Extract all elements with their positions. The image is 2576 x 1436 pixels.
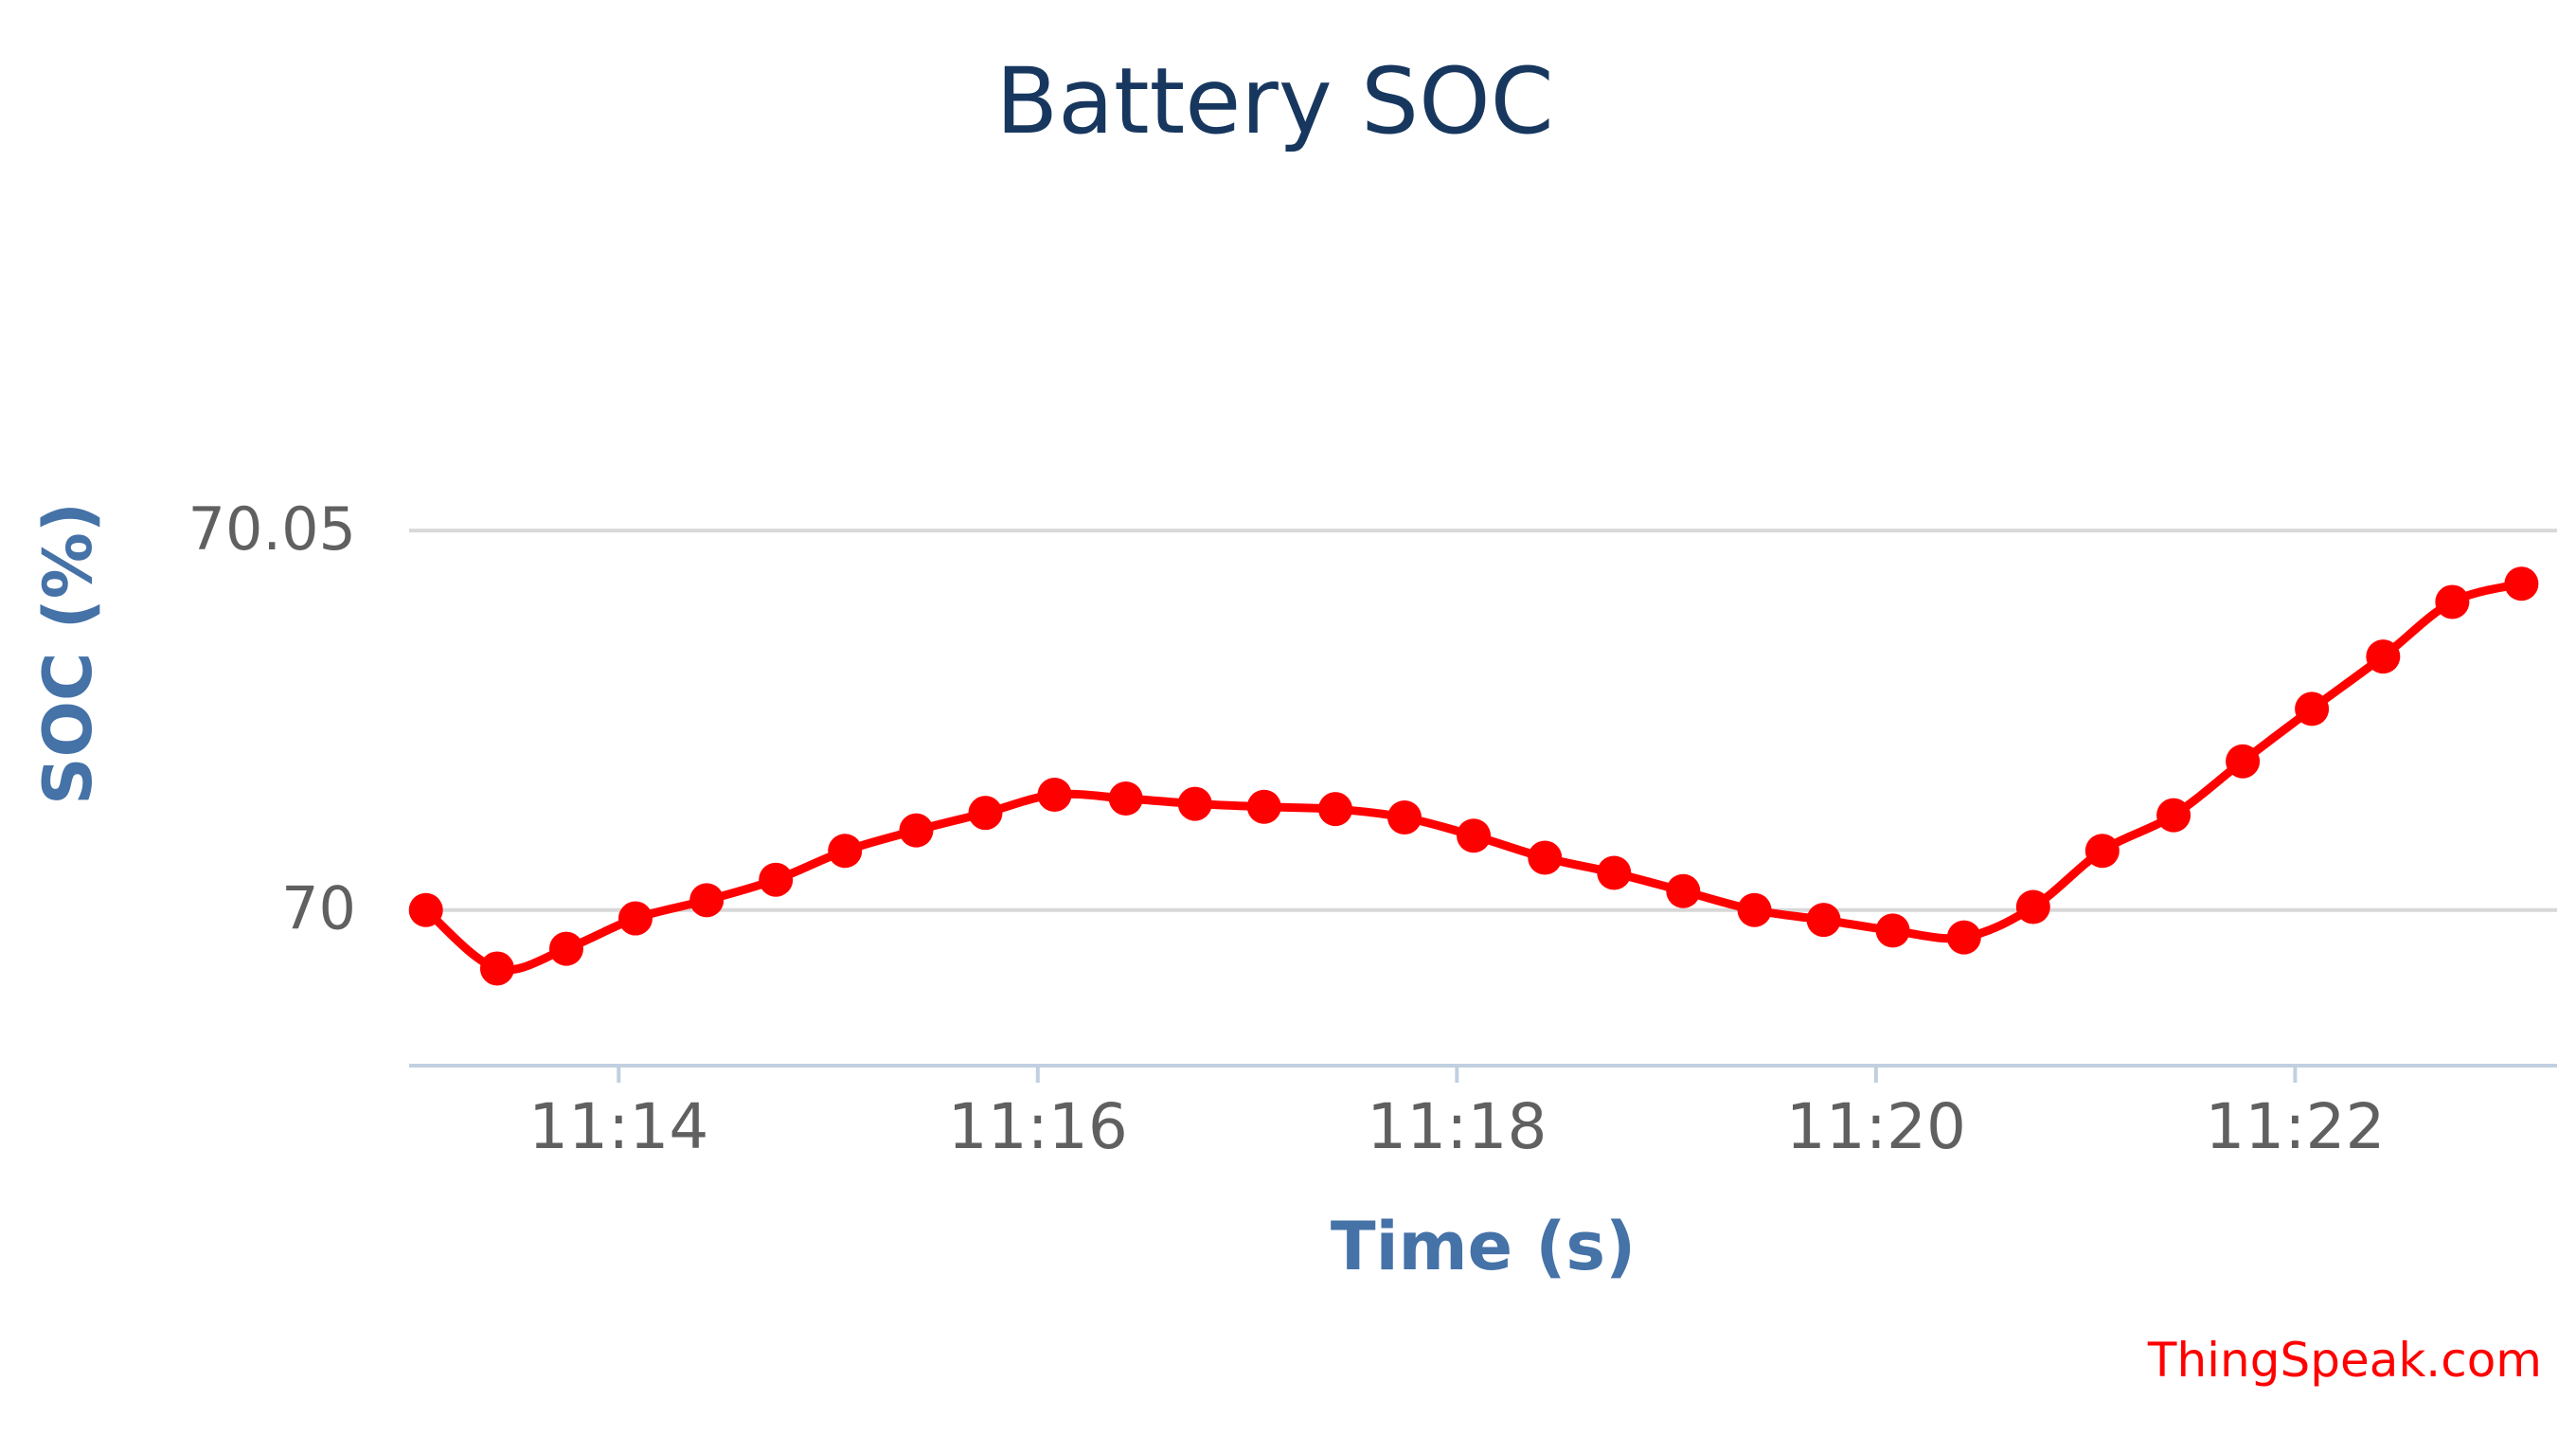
x-axis-title: Time (s) xyxy=(1331,1208,1636,1285)
data-point[interactable] xyxy=(1246,789,1281,824)
grid-lines xyxy=(409,529,2557,912)
data-point[interactable] xyxy=(2504,566,2539,601)
data-point[interactable] xyxy=(1177,786,1212,821)
data-point[interactable] xyxy=(2366,639,2401,674)
data-point[interactable] xyxy=(1318,792,1353,827)
y-tick-label: 70.05 xyxy=(188,494,357,564)
chart-title: Battery SOC xyxy=(995,48,1553,154)
data-point[interactable] xyxy=(1037,777,1072,812)
data-point[interactable] xyxy=(1528,840,1563,875)
data-point[interactable] xyxy=(2084,834,2120,869)
data-point[interactable] xyxy=(548,931,583,966)
data-point[interactable] xyxy=(899,813,934,848)
data-point[interactable] xyxy=(968,796,1003,831)
x-tick-labels: 11:14 11:16 11:18 11:20 11:22 xyxy=(528,1090,2385,1163)
x-tick-marks xyxy=(617,1066,2298,1083)
data-point[interactable] xyxy=(617,901,653,936)
y-tick-labels: 70 70.05 xyxy=(188,494,357,943)
x-tick-label: 11:18 xyxy=(1367,1090,1547,1163)
data-point[interactable] xyxy=(689,883,724,918)
data-point[interactable] xyxy=(759,862,794,897)
data-point[interactable] xyxy=(1387,799,1422,835)
data-point[interactable] xyxy=(1108,781,1143,816)
data-point[interactable] xyxy=(408,892,443,927)
data-point[interactable] xyxy=(1457,818,1492,853)
x-tick-label: 11:14 xyxy=(528,1090,708,1163)
data-point[interactable] xyxy=(1806,903,1841,938)
data-point[interactable] xyxy=(2295,691,2330,727)
x-tick-label: 11:20 xyxy=(1786,1090,1966,1163)
series-points xyxy=(408,566,2539,986)
y-axis-title: SOC (%) xyxy=(29,502,107,805)
data-point[interactable] xyxy=(1737,892,1772,927)
data-point[interactable] xyxy=(828,834,863,869)
y-tick-label: 70 xyxy=(281,874,356,943)
data-point[interactable] xyxy=(2226,744,2261,779)
thingspeak-credit-link[interactable]: ThingSpeak.com xyxy=(2147,1333,2542,1388)
data-point[interactable] xyxy=(1946,920,1981,955)
data-point[interactable] xyxy=(2435,584,2470,619)
data-point[interactable] xyxy=(1666,873,1701,908)
data-point[interactable] xyxy=(1597,855,1632,890)
data-point[interactable] xyxy=(2015,889,2050,924)
data-point[interactable] xyxy=(1875,913,1910,948)
data-point[interactable] xyxy=(2156,798,2191,833)
x-tick-label: 11:16 xyxy=(948,1090,1128,1163)
data-point[interactable] xyxy=(479,951,514,986)
x-tick-label: 11:22 xyxy=(2205,1090,2385,1163)
